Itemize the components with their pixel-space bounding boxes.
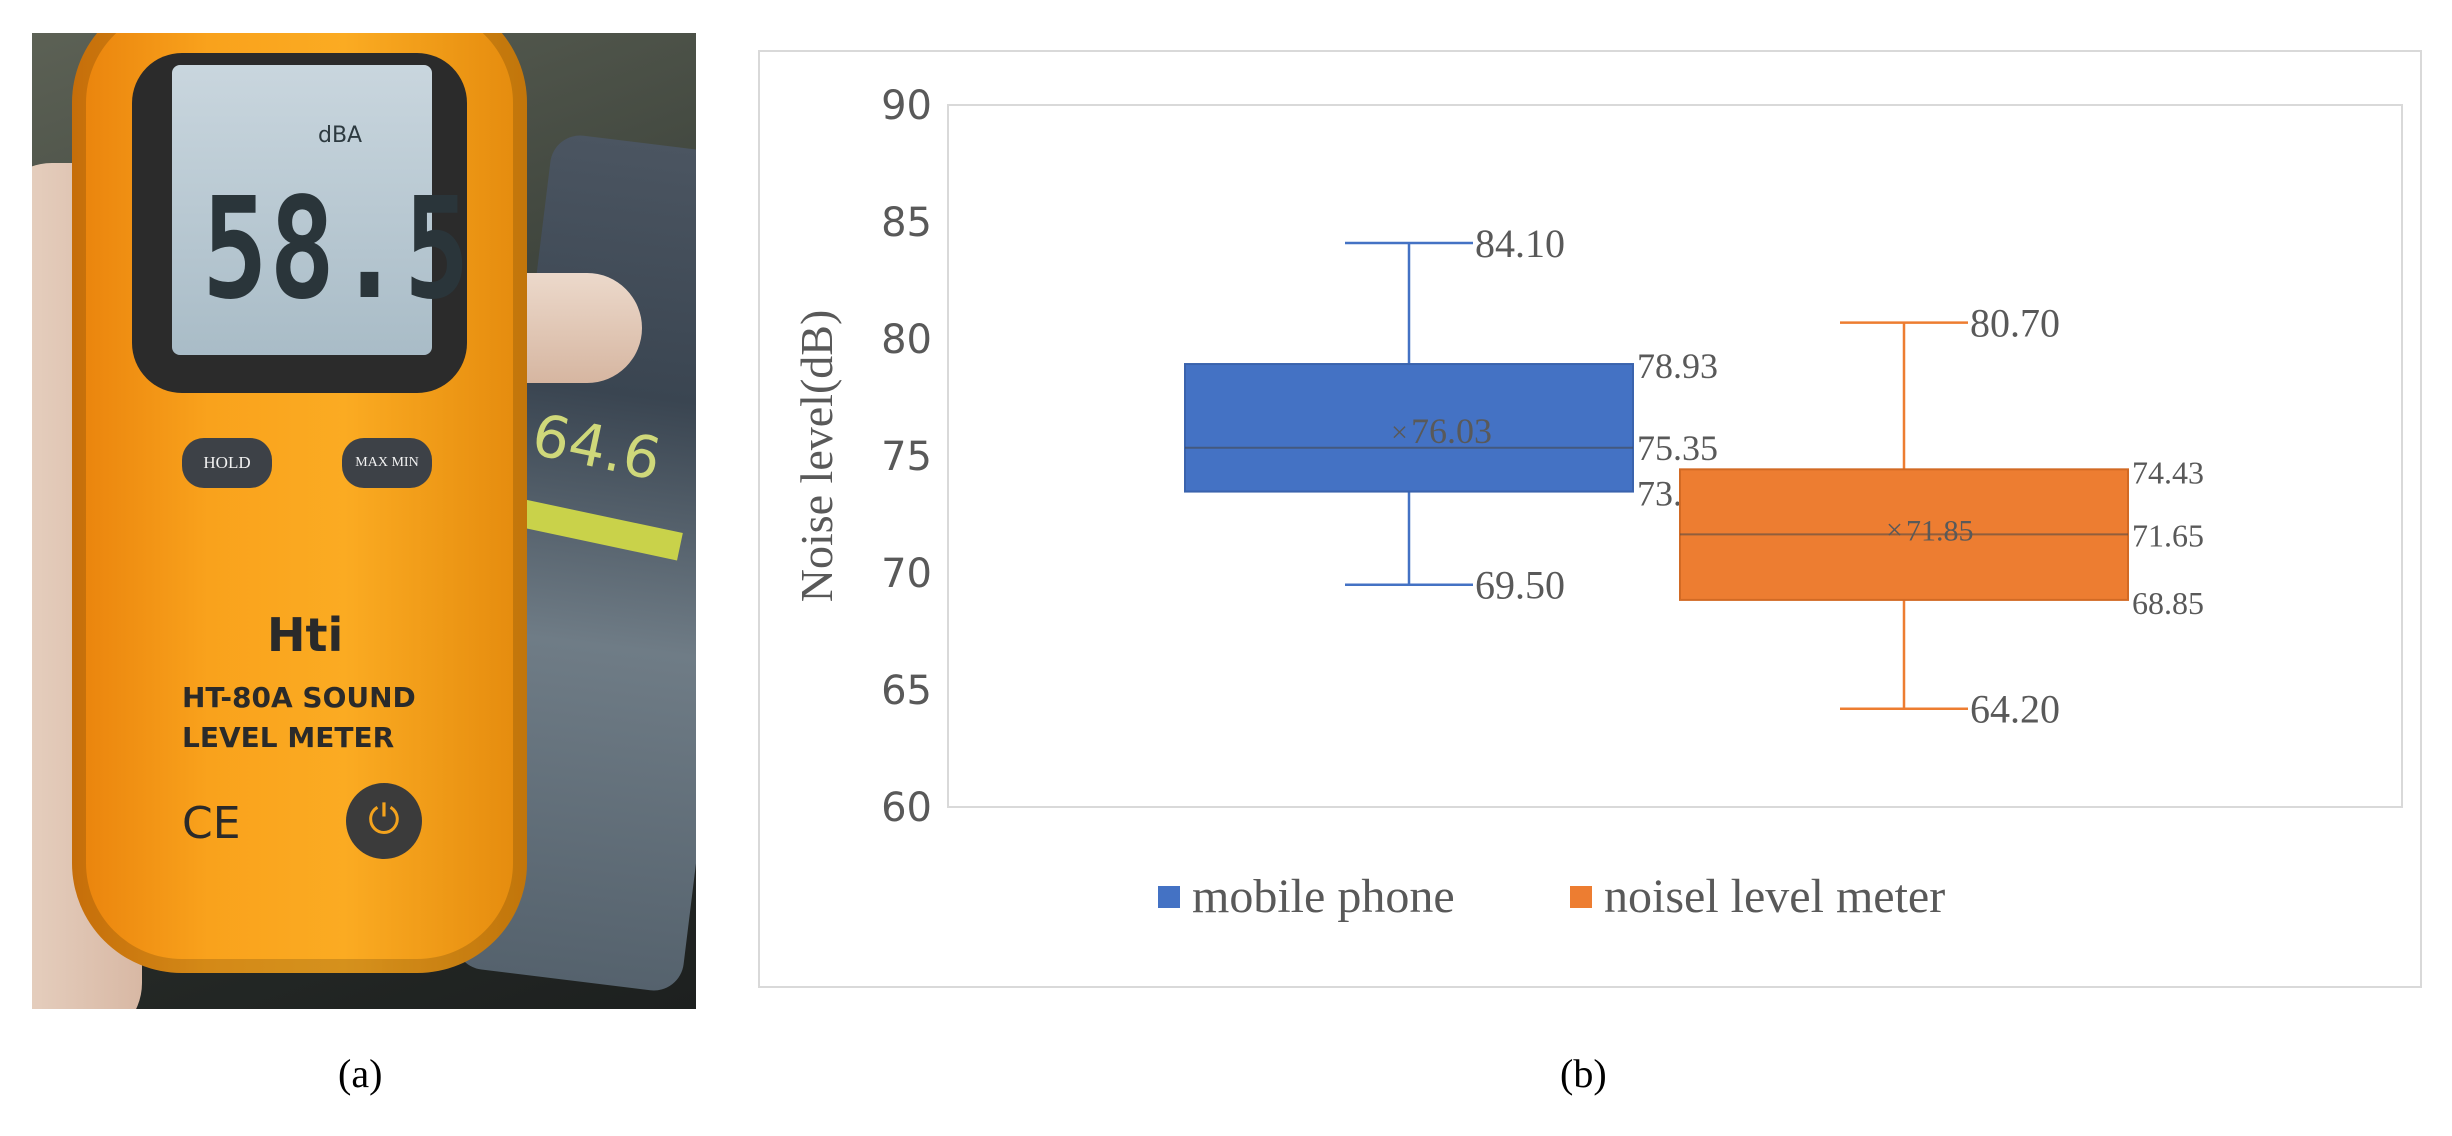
mobile-phone-q3-label: 78.93 bbox=[1637, 346, 1718, 386]
lcd-unit-label: dBA bbox=[318, 123, 363, 148]
chart-frame: 60 65 70 75 80 85 90 Noise level(dB) × 76.03 84.10… bbox=[758, 50, 2422, 988]
brand-logo: Hti bbox=[267, 608, 344, 662]
y-tick-label: 70 bbox=[881, 551, 932, 597]
meter-lcd bbox=[172, 65, 432, 355]
model-label: HT-80A SOUND LEVEL METER bbox=[182, 681, 416, 754]
y-tick-label: 60 bbox=[881, 785, 932, 831]
mobile-phone-median-label: 75.35 bbox=[1637, 428, 1718, 468]
hold-button: HOLD bbox=[182, 438, 272, 488]
mobile-phone-mean-label: 76.03 bbox=[1411, 411, 1492, 451]
y-tick-label: 75 bbox=[881, 434, 932, 480]
y-tick-label: 90 bbox=[881, 83, 932, 129]
mobile-phone-box bbox=[1184, 363, 1634, 493]
noise-meter-mean-label: 71.85 bbox=[1906, 515, 1974, 548]
noise-meter-q1-label: 68.85 bbox=[2132, 585, 2204, 621]
noise-meter-q3-label: 74.43 bbox=[2132, 454, 2204, 490]
mobile-phone-legend-label: mobile phone bbox=[1192, 870, 1455, 923]
caption-a: (a) bbox=[338, 1051, 383, 1096]
max-min-button: MAX MIN bbox=[342, 438, 432, 488]
noise-meter-median-label: 71.65 bbox=[2132, 517, 2204, 553]
ce-mark: CE bbox=[182, 798, 241, 849]
meter-photo: 64.6 dBA 58.5 HOLD MAX MIN Hti HT-80A SO… bbox=[32, 33, 696, 1009]
y-tick-label: 80 bbox=[881, 317, 932, 363]
mobile-phone-mean-marker: × bbox=[1391, 416, 1408, 449]
plot-area bbox=[947, 104, 2403, 808]
lcd-reading: 58.5 bbox=[202, 168, 472, 331]
y-tick-label: 85 bbox=[881, 200, 932, 246]
mobile-phone-max-label: 84.10 bbox=[1475, 221, 1565, 266]
mobile-phone-min-label: 69.50 bbox=[1475, 563, 1565, 608]
noise-meter-min-label: 64.20 bbox=[1970, 687, 2060, 732]
y-tick-label: 65 bbox=[881, 668, 932, 714]
noise-meter-legend-swatch bbox=[1570, 886, 1592, 908]
mobile-phone-legend-swatch bbox=[1158, 886, 1180, 908]
sound-level-meter: dBA 58.5 HOLD MAX MIN Hti HT-80A SOUND L… bbox=[72, 33, 527, 973]
noise-meter-max-label: 80.70 bbox=[1970, 301, 2060, 346]
power-icon: ⏻ bbox=[346, 783, 422, 859]
caption-b: (b) bbox=[1560, 1051, 1607, 1096]
y-axis-label: Noise level(dB) bbox=[791, 310, 842, 603]
noise-meter-legend-label: noisel level meter bbox=[1604, 870, 1945, 923]
noise-meter-mean-marker: × bbox=[1886, 514, 1903, 547]
